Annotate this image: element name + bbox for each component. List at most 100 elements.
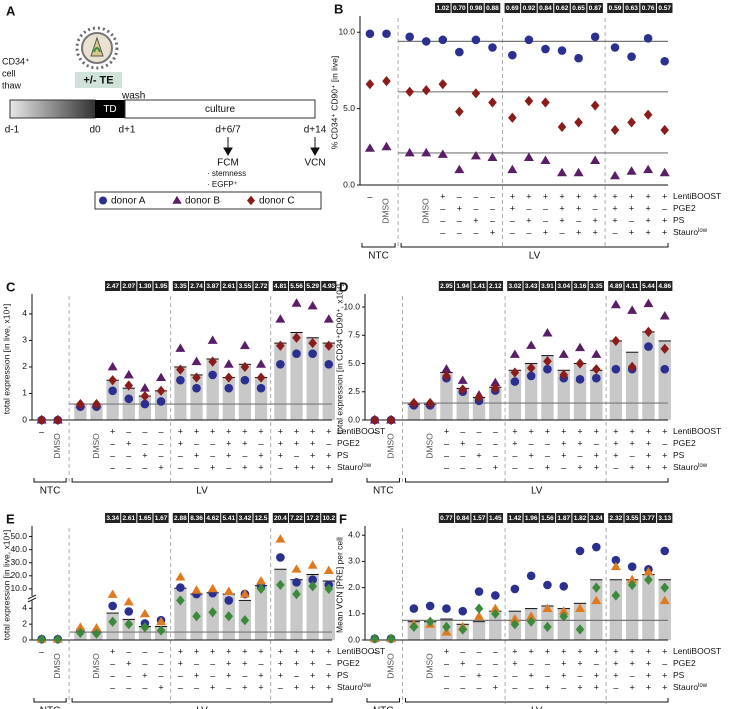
fold-box	[608, 281, 624, 291]
data-point	[381, 141, 392, 151]
condition-cell: +	[210, 682, 215, 692]
condition-cell: +	[662, 215, 667, 225]
condition-cell: +	[630, 438, 635, 448]
fold-box	[504, 3, 521, 13]
condition-cell: –	[477, 462, 482, 472]
condition-cell: –	[493, 438, 498, 448]
fold-label: 4.62	[206, 515, 219, 522]
condition-row-label: PGE2	[673, 658, 696, 668]
fcm-item: · EGFP⁺	[207, 180, 238, 189]
data-point	[405, 86, 414, 97]
y-axis-label: total expression [in live, x10⁴]	[1, 530, 11, 640]
condition-cell: –	[178, 450, 183, 460]
condition-row-name: PS	[673, 450, 685, 460]
condition-row-label: PGE2	[673, 203, 696, 213]
fold-label: 1.82	[574, 515, 587, 522]
condition-cell: +	[593, 227, 598, 237]
condition-cell: –	[194, 438, 199, 448]
fold-label: 8.36	[190, 515, 203, 522]
fold-label: 5.29	[306, 283, 319, 290]
y-tick-label: 1	[22, 388, 27, 398]
y-tick-label: 0.0	[348, 414, 360, 424]
condition-cell: +	[594, 646, 599, 656]
condition-cell: DMSO	[381, 198, 391, 224]
data-point	[207, 583, 218, 593]
data-point	[291, 564, 302, 573]
fold-label: 3.55	[626, 515, 639, 522]
y-tick-label: 2.5	[348, 386, 360, 396]
fold-label: 0.88	[486, 5, 499, 12]
condition-cell: +	[646, 646, 651, 656]
data-point	[557, 46, 567, 55]
data-point	[627, 562, 637, 571]
data-point	[487, 152, 498, 161]
condition-cell: –	[194, 682, 199, 692]
data-point	[256, 383, 266, 393]
condition-cell: –	[142, 658, 147, 668]
fold-box	[105, 513, 121, 523]
condition-cell: +	[278, 426, 283, 436]
virus-icon	[75, 26, 119, 70]
condition-cell: DMSO	[420, 198, 430, 224]
data-point	[191, 356, 202, 366]
data-point	[510, 367, 520, 378]
condition-cell: –	[444, 438, 449, 448]
data-point	[471, 88, 481, 99]
bar	[658, 579, 671, 640]
fold-label: 1.02	[436, 5, 449, 12]
condition-row-name: PGE2	[337, 658, 360, 668]
data-point	[611, 590, 621, 601]
condition-cell: +	[577, 462, 582, 472]
condition-cell: +	[178, 426, 183, 436]
data-point	[256, 372, 266, 383]
condition-cell: –	[526, 203, 531, 213]
data-point	[659, 311, 670, 320]
condition-cell: –	[460, 682, 465, 692]
data-point	[523, 152, 534, 161]
condition-cell: –	[159, 646, 164, 656]
condition-cell: +	[242, 658, 247, 668]
condition-cell: –	[159, 438, 164, 448]
fold-box	[121, 513, 137, 523]
data-point	[510, 619, 520, 630]
data-point	[558, 606, 569, 615]
y-tick-label: 2	[22, 361, 27, 371]
data-point	[223, 586, 234, 595]
data-point	[37, 634, 46, 645]
condition-row-label: Staurolow	[673, 227, 708, 237]
condition-cell: –	[126, 450, 131, 460]
data-point	[437, 149, 448, 158]
group-label: LV	[531, 706, 543, 709]
condition-cell: +	[662, 682, 667, 692]
condition-row-label: PGE2	[337, 438, 360, 448]
condition-cell: –	[444, 682, 449, 692]
fold-box	[468, 3, 484, 13]
condition-cell: DMSO	[91, 433, 101, 459]
condition-cell: +	[662, 670, 667, 680]
fold-box	[288, 281, 305, 291]
data-point	[307, 560, 318, 569]
data-point	[256, 359, 267, 368]
wash-label: wash	[121, 91, 145, 102]
condition-cell: +	[258, 646, 263, 656]
data-point	[276, 360, 285, 369]
axis-break	[28, 595, 36, 600]
condition-cell: +	[194, 426, 199, 436]
condition-cell: +	[576, 227, 581, 237]
bar	[254, 585, 268, 640]
fold-box	[172, 281, 188, 291]
fold-label: 0.98	[470, 5, 483, 12]
data-point	[292, 578, 301, 587]
legend-label: donor C	[259, 196, 295, 207]
fold-label: 1.94	[456, 283, 469, 290]
culture-bar	[124, 99, 316, 119]
fold-box	[272, 281, 288, 291]
condition-cell: +	[510, 191, 515, 201]
data-point	[438, 79, 448, 90]
fold-box	[455, 513, 471, 523]
fold-box	[640, 281, 657, 291]
data-point	[256, 583, 266, 594]
condition-cell: +	[529, 670, 534, 680]
condition-cell: –	[444, 670, 449, 680]
